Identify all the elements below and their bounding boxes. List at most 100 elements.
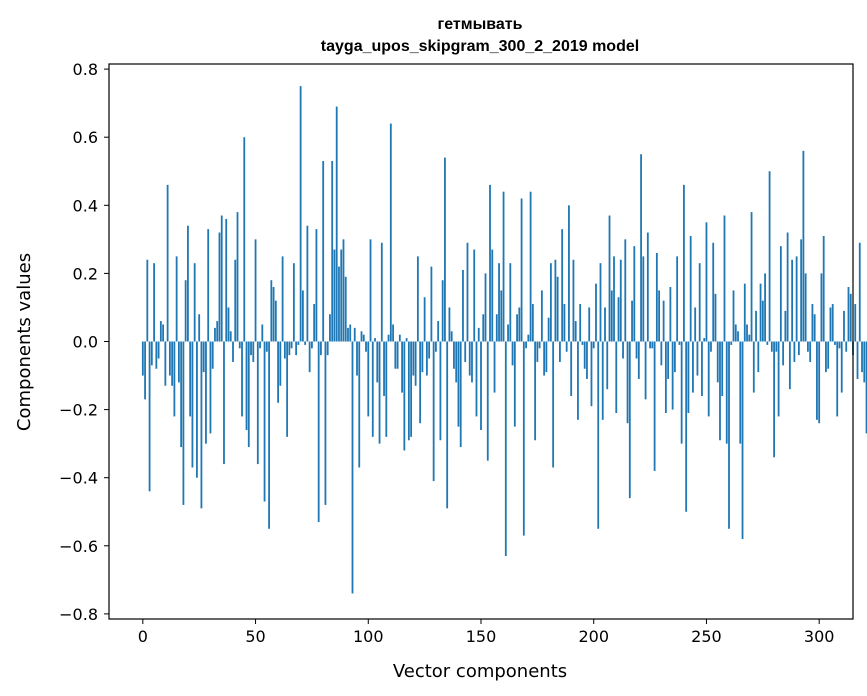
bar-49 [252, 341, 255, 362]
bar-84 [331, 161, 334, 342]
bar-292 [800, 239, 803, 342]
bar-312 [845, 341, 848, 352]
bar-210 [615, 341, 618, 413]
bar-183 [554, 259, 557, 342]
bar-206 [606, 341, 609, 390]
bar-7 [157, 341, 160, 359]
bar-263 [734, 324, 737, 342]
bar-131 [437, 321, 440, 342]
bar-144 [466, 242, 469, 342]
bar-311 [843, 310, 845, 342]
bar-102 [371, 341, 374, 437]
bar-108 [385, 341, 388, 437]
bar-185 [559, 341, 561, 362]
bar-100 [367, 341, 370, 417]
bar-18 [182, 341, 185, 505]
bar-243 [689, 235, 692, 342]
bar-224 [646, 232, 649, 342]
bar-62 [281, 256, 284, 342]
bar-130 [435, 341, 437, 352]
bar-288 [791, 259, 794, 342]
bar-87 [338, 266, 340, 342]
bar-209 [613, 256, 615, 342]
bar-238 [678, 341, 681, 345]
bar-1 [144, 341, 146, 400]
bar-36 [223, 341, 225, 465]
bar-309 [838, 341, 841, 349]
bar-69 [297, 341, 300, 345]
bar-92 [349, 324, 352, 342]
bar-297 [811, 304, 814, 342]
bar-230 [660, 341, 663, 366]
bar-45 [243, 137, 246, 342]
bar-6 [155, 341, 158, 369]
bar-262 [732, 290, 735, 342]
bar-51 [256, 341, 259, 465]
x-tick-label-300: 300 [804, 627, 835, 646]
bar-47 [247, 341, 250, 448]
bar-284 [782, 341, 785, 366]
bar-246 [696, 341, 699, 376]
bar-9 [162, 324, 165, 342]
bar-14 [173, 341, 176, 417]
bar-170 [525, 341, 527, 349]
bar-120 [412, 341, 415, 376]
bar-16 [177, 341, 180, 383]
bar-99 [365, 341, 367, 352]
bar-134 [444, 157, 446, 342]
bar-123 [419, 341, 422, 424]
bar-71 [301, 290, 304, 342]
bar-300 [818, 341, 821, 424]
bar-89 [342, 239, 345, 342]
bar-137 [450, 331, 453, 342]
y-tick-label-2: −0.4 [59, 469, 98, 488]
bar-105 [378, 341, 381, 444]
bar-307 [834, 341, 836, 345]
bar-65 [288, 341, 291, 356]
bar-88 [340, 249, 343, 342]
bar-151 [482, 314, 485, 342]
x-tick-label-0: 0 [138, 627, 148, 646]
bar-172 [529, 191, 532, 342]
bar-17 [180, 341, 183, 448]
bar-75 [311, 341, 313, 349]
bar-241 [685, 341, 688, 512]
bar-3 [148, 341, 151, 492]
bar-220 [637, 341, 640, 379]
bar-110 [389, 123, 392, 342]
bar-145 [468, 341, 471, 376]
bar-306 [831, 304, 834, 342]
bar-70 [299, 86, 302, 342]
bar-226 [651, 341, 654, 349]
bar-165 [513, 341, 516, 427]
bar-10 [164, 341, 167, 386]
bar-29 [207, 229, 210, 342]
bar-37 [225, 218, 228, 342]
bar-218 [633, 246, 636, 342]
bar-111 [392, 324, 394, 342]
bar-161 [504, 341, 507, 557]
bar-160 [502, 191, 505, 342]
chart-title-line-2: tayga_upos_skipgram_300_2_2019 model [321, 38, 639, 55]
bar-94 [353, 327, 356, 342]
bar-184 [556, 276, 559, 342]
bar-149 [477, 327, 480, 342]
bar-143 [464, 341, 467, 362]
bar-202 [597, 341, 600, 529]
bar-237 [676, 256, 679, 342]
bar-154 [489, 184, 491, 342]
bar-128 [430, 266, 433, 342]
bar-67 [292, 263, 295, 342]
bar-269 [748, 334, 751, 342]
bar-30 [209, 341, 212, 434]
bar-298 [813, 314, 816, 342]
bar-217 [631, 300, 633, 342]
bar-286 [786, 232, 789, 342]
bar-191 [572, 259, 575, 342]
bar-50 [254, 239, 257, 342]
bar-121 [414, 341, 417, 386]
bar-251 [707, 341, 710, 417]
bar-294 [804, 273, 807, 342]
x-axis-ticks: 0 50 100 150 200 250 300 [138, 619, 835, 646]
